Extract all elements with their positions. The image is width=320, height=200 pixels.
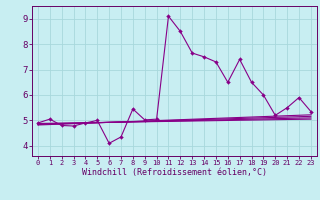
X-axis label: Windchill (Refroidissement éolien,°C): Windchill (Refroidissement éolien,°C) bbox=[82, 168, 267, 177]
